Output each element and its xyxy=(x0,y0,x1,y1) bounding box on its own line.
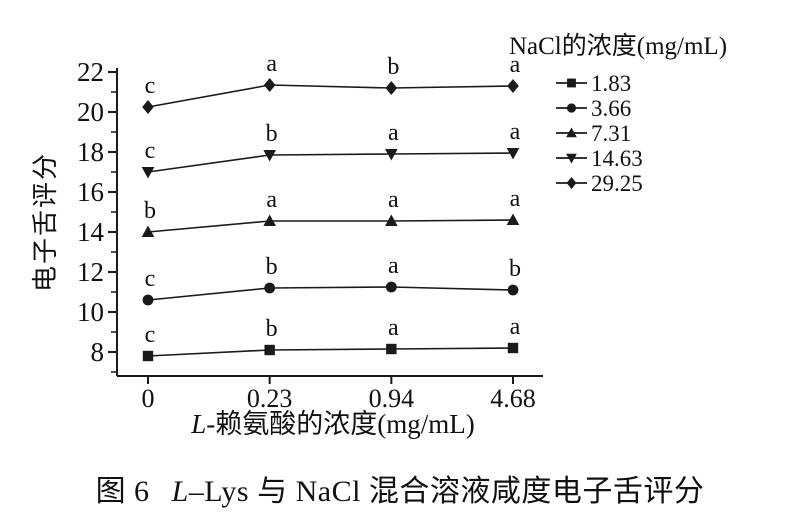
y-tick-label: 22 xyxy=(77,57,104,87)
sig-letter: a xyxy=(510,186,521,212)
x-tick-label: 0.23 xyxy=(247,384,293,413)
electronic-tongue-chart: 8 10 12 14 16 18 20 22 0 0.23 0.94 4.68 L-赖氨酸的浓度(mg/… xyxy=(31,32,727,439)
y-tick-label: 16 xyxy=(77,177,104,207)
data-point-1.83-0.94 xyxy=(386,343,397,355)
x-axis-title: L-赖氨酸的浓度(mg/mL) xyxy=(190,409,475,439)
sig-letter: a xyxy=(510,52,521,78)
data-point-3.66-0.94 xyxy=(385,281,397,293)
figure-caption: 图 6 L–Lys 与 NaCl 混合溶液咸度电子舌评分 xyxy=(0,466,800,510)
sig-letter: a xyxy=(266,187,277,213)
sig-letter: b xyxy=(266,254,278,280)
data-point-29.25-4.68 xyxy=(507,79,519,93)
x-tick-label: 4.68 xyxy=(490,384,536,413)
sig-letter: c xyxy=(145,266,156,292)
line-chart-svg: 8 10 12 14 16 18 20 22 0 0.23 0.94 4.68 L-赖氨酸的浓度(mg/… xyxy=(31,32,727,439)
legend-title: NaCl的浓度(mg/mL) xyxy=(509,32,727,60)
sig-letter: a xyxy=(266,51,277,77)
data-point-7.31-0 xyxy=(141,225,155,237)
legend-label: 1.83 xyxy=(591,71,631,96)
legend-label: 29.25 xyxy=(591,171,643,196)
data-point-14.63-4.68 xyxy=(506,148,520,160)
series-line-14.63 xyxy=(147,152,514,173)
series-line-7.31 xyxy=(147,219,514,233)
data-point-29.25-0.23 xyxy=(263,78,276,92)
y-tick-label: 18 xyxy=(77,137,104,167)
legend-label: 3.66 xyxy=(591,96,631,121)
sig-letter: a xyxy=(388,187,399,213)
y-tick-label: 10 xyxy=(77,297,104,327)
sig-letter: a xyxy=(388,253,399,279)
data-point-1.83-0 xyxy=(142,350,154,362)
data-point-7.31-4.68 xyxy=(506,213,520,225)
sig-letter: b xyxy=(266,121,278,147)
legend-marker-triangle-down xyxy=(566,153,577,164)
caption-number: 图 6 xyxy=(95,475,150,508)
sig-letter: a xyxy=(510,314,521,340)
y-tick-label: 14 xyxy=(77,217,105,247)
series-line-3.66 xyxy=(147,286,514,301)
caption-italic-l: L xyxy=(171,475,189,508)
sig-letter: c xyxy=(145,73,156,99)
data-point-3.66-0 xyxy=(142,294,154,306)
data-point-29.25-0 xyxy=(142,100,154,114)
sig-letter: b xyxy=(266,316,278,342)
sig-letter: a xyxy=(510,119,521,145)
data-point-3.66-4.68 xyxy=(507,284,519,296)
data-point-14.63-0 xyxy=(141,167,155,179)
sig-letter: b xyxy=(509,256,521,282)
data-point-1.83-4.68 xyxy=(507,342,519,354)
legend-marker-diamond xyxy=(566,177,577,189)
y-tick-label: 12 xyxy=(77,257,104,287)
x-tick-label: 0 xyxy=(142,384,155,413)
sig-letter: b xyxy=(144,198,156,224)
y-tick-label: 20 xyxy=(77,97,104,127)
data-point-7.31-0.23 xyxy=(263,214,276,226)
caption-text: –Lys 与 NaCl 混合溶液咸度电子舌评分 xyxy=(188,475,705,508)
data-point-3.66-0.23 xyxy=(264,282,276,294)
legend-marker-square xyxy=(567,78,576,88)
sig-letter: c xyxy=(145,322,156,348)
series-line-1.83 xyxy=(147,347,514,357)
sig-letter: a xyxy=(388,315,399,341)
legend-marker-circle xyxy=(566,103,577,113)
data-point-1.83-0.23 xyxy=(264,344,275,356)
y-tick-label: 8 xyxy=(91,337,105,367)
sig-letter: a xyxy=(388,120,399,146)
data-point-14.63-0.23 xyxy=(263,150,276,162)
y-axis-title: 电子舌评分 xyxy=(31,152,60,292)
legend-marker-triangle-up xyxy=(566,127,577,138)
x-tick-label: 0.94 xyxy=(369,384,415,413)
sig-letter: b xyxy=(387,54,399,80)
legend-label: 7.31 xyxy=(591,121,631,146)
data-point-29.25-0.94 xyxy=(385,81,398,95)
legend-label: 14.63 xyxy=(591,146,643,171)
series-line-29.25 xyxy=(147,84,514,108)
data-point-14.63-0.94 xyxy=(385,149,398,161)
data-point-7.31-0.94 xyxy=(385,214,398,226)
sig-letter: c xyxy=(145,138,156,164)
